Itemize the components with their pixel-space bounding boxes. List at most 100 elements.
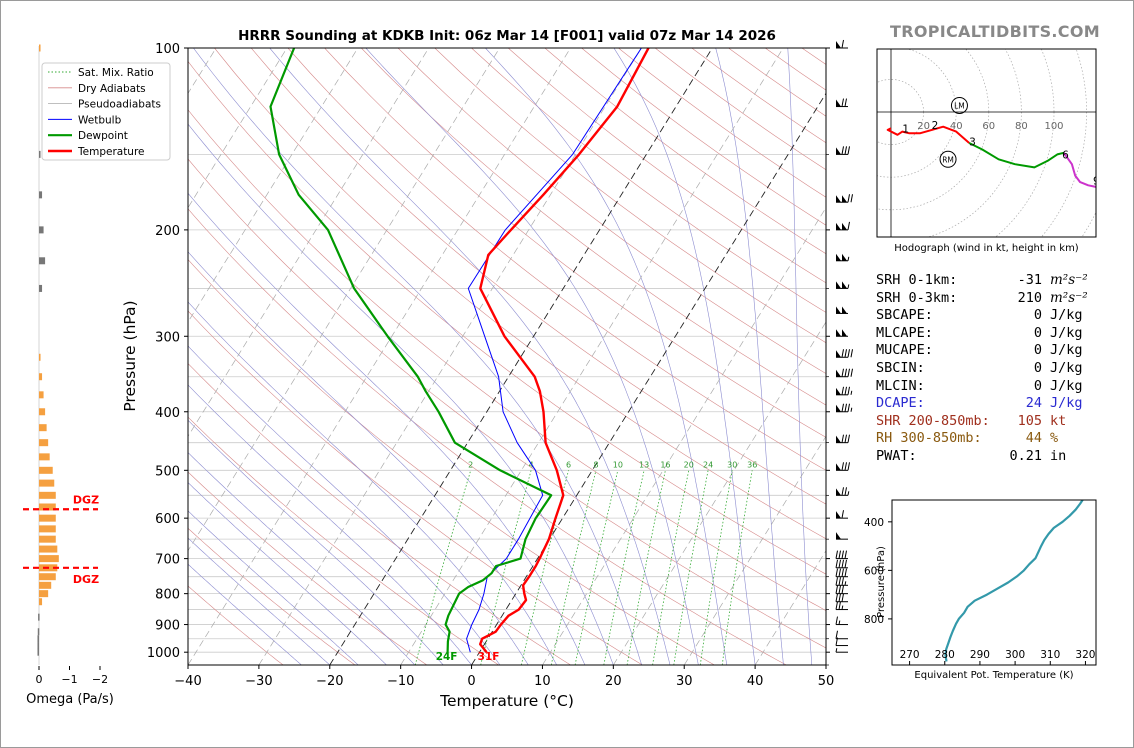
wind-barb-flag (836, 329, 841, 337)
hodograph-ring-label: 60 (982, 121, 995, 132)
wind-barb-flag (836, 488, 841, 496)
omega-panel: DGZ DGZ 0 −1 −2 Omega (Pa/s) (23, 44, 114, 707)
wind-barb (836, 462, 850, 471)
wind-barb (836, 281, 850, 289)
omega-bar (37, 628, 40, 636)
omega-bar (39, 191, 43, 199)
pseudoadiabat (269, 48, 671, 665)
theta-e-x-label: Equivalent Pot. Temperature (K) (914, 670, 1073, 681)
wind-barb-full (841, 593, 844, 602)
wind-barb (836, 194, 853, 203)
param-key: DCAPE: (876, 395, 925, 412)
pseudoadiabat (188, 563, 302, 665)
omega-tick-label: 0 (36, 673, 43, 686)
omega-tick-label: −2 (92, 673, 108, 686)
theta-e-x-tick-label: 310 (1040, 649, 1060, 661)
wind-barb-full (841, 403, 844, 412)
pseudoadiabat (365, 48, 699, 665)
omega-bar (39, 226, 44, 234)
wind-barb-full (847, 368, 850, 377)
hodograph-height-label: 9 (1093, 175, 1100, 187)
omega-bar (39, 598, 43, 606)
wind-barb-flag (842, 195, 847, 203)
param-row: MLCIN: 0 J/kg (876, 378, 1106, 396)
mixing-ratio-label: 24 (703, 460, 713, 469)
mixing-ratio-line (673, 470, 709, 665)
omega-bar (39, 503, 56, 511)
mixing-ratio-label: 20 (684, 460, 694, 469)
wind-barb (836, 532, 848, 540)
param-unit: m²s⁻² (1050, 272, 1088, 288)
wind-barb-half (850, 390, 853, 395)
wind-barb-flag (836, 281, 841, 289)
dgz-label: DGZ (73, 573, 99, 586)
hodograph-ring-label: 100 (1044, 121, 1063, 132)
param-unit: kt (1050, 412, 1067, 429)
theta-e-plot-area (944, 500, 1084, 662)
param-row: SBCIN: 0 J/kg (876, 360, 1106, 378)
dry-adiabat (250, 48, 826, 505)
wind-barb-flag (836, 99, 841, 107)
param-key: SRH 0-3km: (876, 289, 958, 306)
storm-motion-marker (939, 150, 957, 168)
wind-barb-full (847, 221, 850, 230)
param-row: SBCAPE: 0 J/kg (876, 307, 1106, 325)
mixing-ratio-line (603, 470, 645, 665)
wind-barb-half (835, 648, 838, 653)
wind-barb-full (847, 146, 850, 155)
wind-barb-full (844, 487, 847, 496)
wind-barb-full (850, 194, 853, 203)
wind-barb-full (835, 601, 838, 610)
y-tick-label: 600 (155, 512, 180, 527)
wind-barb-full (844, 462, 847, 471)
param-unit: J/kg (1050, 307, 1083, 324)
dry-adiabat (287, 48, 826, 471)
wind-barb-full (838, 601, 841, 610)
isotherm (471, 92, 826, 665)
wind-barb-full (841, 349, 844, 358)
param-row: DCAPE: 24 J/kg (876, 395, 1106, 413)
wind-barb (835, 648, 848, 653)
hodograph-ring-label: 80 (1015, 121, 1028, 132)
x-axis-label: Temperature (°C) (439, 692, 574, 710)
omega-bar (39, 514, 56, 522)
wind-barb-full (841, 386, 844, 395)
omega-bar (39, 453, 50, 461)
wind-barb (835, 616, 848, 626)
param-key: PWAT: (876, 447, 917, 464)
hodograph-height-label: 3 (969, 136, 976, 148)
wind-barb-full (850, 349, 853, 358)
wind-barb-full (847, 403, 850, 412)
param-unit: J/kg (1050, 324, 1083, 341)
omega-bar (39, 391, 44, 399)
wind-barb (835, 577, 848, 586)
y-tick-label: 400 (155, 406, 180, 421)
dry-adiabat (188, 585, 284, 665)
param-unit: J/kg (1050, 395, 1083, 412)
x-tick-label: −40 (174, 674, 201, 689)
mixing-ratio-label: 4 (529, 460, 534, 469)
legend-label: Dry Adiabats (78, 83, 146, 95)
dry-adiabat (188, 259, 715, 665)
wind-barb-full (847, 349, 850, 358)
legend-label: Pseudoadiabats (78, 99, 161, 111)
wind-barb-half (838, 620, 841, 625)
wind-barb-full (835, 568, 838, 577)
wind-barb-full (841, 98, 844, 107)
omega-axis-label: Omega (Pa/s) (26, 692, 114, 707)
x-tick-label: 20 (605, 674, 622, 689)
wind-barb-full (838, 559, 841, 568)
y-tick-label: 800 (155, 588, 180, 603)
param-key: MLCAPE: (876, 324, 933, 341)
dry-adiabat (188, 208, 787, 665)
wind-barb-full (838, 577, 841, 586)
hodograph-frame (876, 48, 1097, 238)
param-value: 210 (1017, 289, 1042, 306)
wind-barb (836, 39, 848, 49)
wind-barb-full (835, 550, 838, 559)
wind-barb (836, 434, 850, 444)
dry-adiabat (188, 416, 499, 665)
wind-barb-flag (836, 532, 841, 540)
